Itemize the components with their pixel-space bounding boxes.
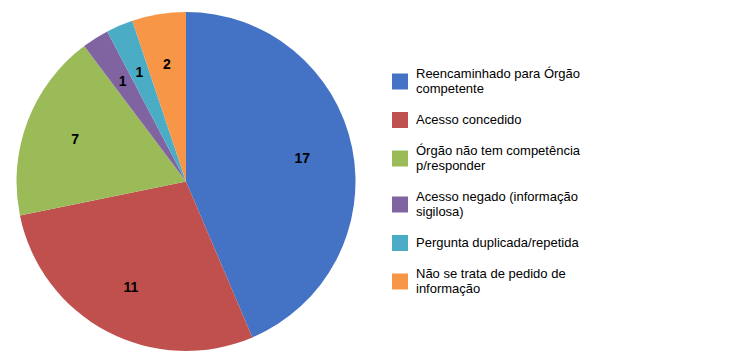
legend-swatch: [392, 197, 408, 213]
chart: 17117112Reencaminhado para Órgãocompeten…: [0, 0, 743, 363]
legend: Reencaminhado para Órgãocompetente Acesso…: [392, 66, 581, 296]
legend-swatch: [392, 274, 408, 290]
legend-label: Pergunta duplicada/repetida: [416, 235, 579, 250]
legend-swatch: [392, 112, 408, 128]
legend-label: Reencaminhado para Órgãocompetente: [416, 66, 580, 96]
legend-item: Acesso concedido: [392, 112, 522, 128]
legend-item: Não se trata de pedido deinformação: [392, 266, 566, 296]
legend-label: Acesso negado (informaçãosigilosa): [416, 189, 578, 219]
legend-label: Órgão não tem competênciap/responder: [416, 143, 581, 173]
legend-item: Reencaminhado para Órgãocompetente: [392, 66, 580, 96]
legend-item: Pergunta duplicada/repetida: [392, 235, 579, 251]
data-labels: 17117112: [71, 56, 310, 294]
legend-swatch: [392, 151, 408, 167]
legend-item: Órgão não tem competênciap/responder: [392, 143, 581, 173]
legend-swatch: [392, 235, 408, 251]
data-label: 17: [294, 150, 310, 166]
legend-label: Acesso concedido: [416, 112, 522, 127]
data-label: 2: [163, 56, 171, 72]
data-label: 11: [123, 279, 138, 295]
data-label: 7: [71, 131, 79, 147]
pie: [16, 12, 355, 351]
legend-item: Acesso negado (informaçãosigilosa): [392, 189, 578, 219]
legend-label: Não se trata de pedido deinformação: [416, 266, 566, 296]
slice: [132, 12, 186, 182]
legend-swatch: [392, 74, 408, 90]
data-label: 1: [119, 73, 127, 89]
data-label: 1: [136, 64, 144, 80]
